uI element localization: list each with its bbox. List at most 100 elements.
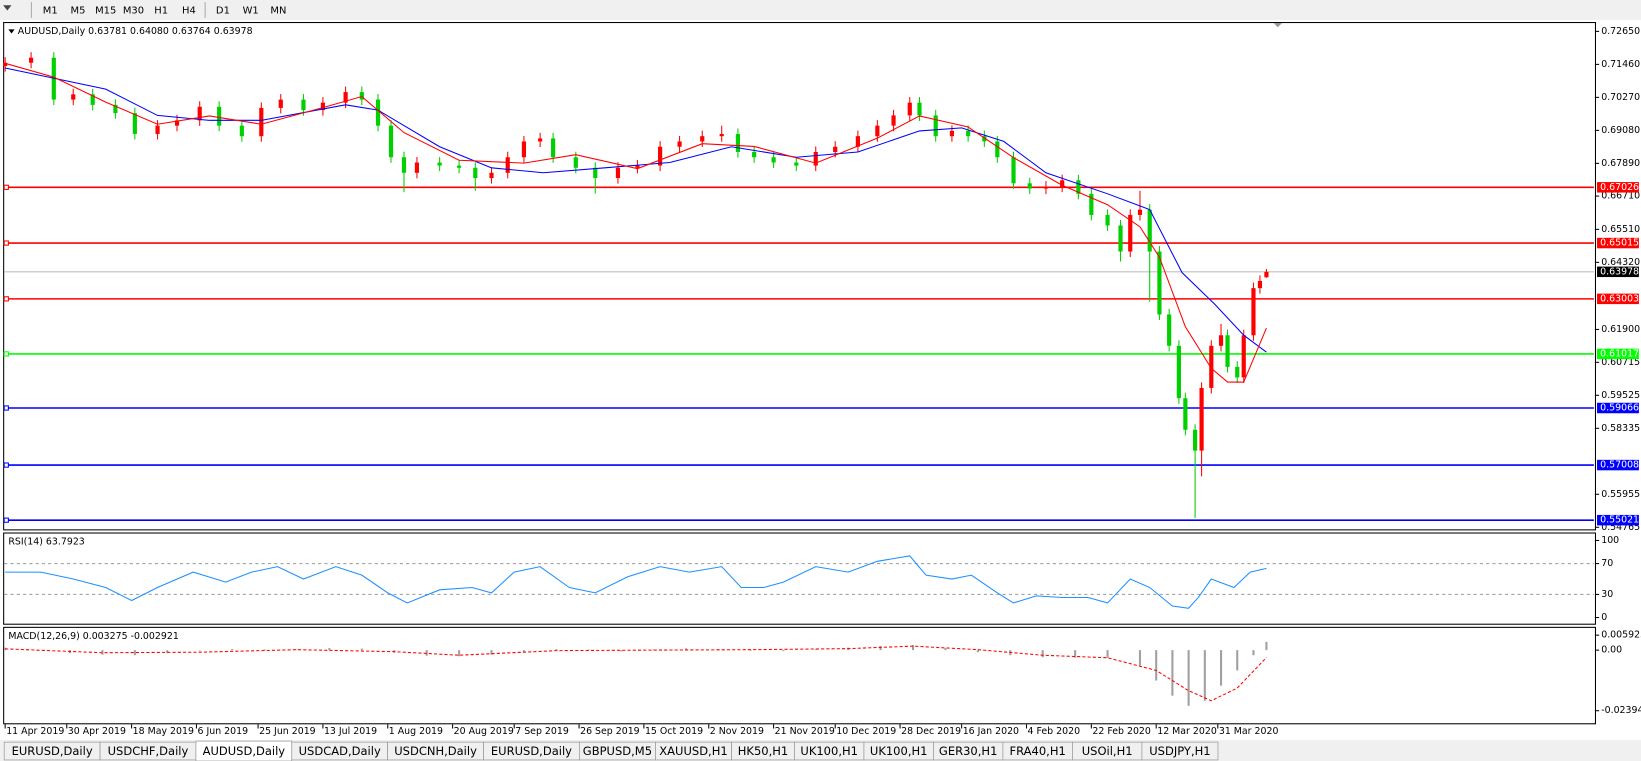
timeframe-button[interactable] [148,2,174,18]
candle-body [949,130,955,137]
candle-body [437,162,442,166]
tab-label[interactable]: GER30,H1 [939,744,997,758]
timeframe-label[interactable]: H1 [154,5,168,16]
level-label: 0.57008 [1600,460,1639,471]
timeframe-button[interactable] [120,2,146,18]
rsi-panel [3,532,1596,625]
tab-label[interactable]: AUDUSD,Daily [203,744,286,758]
candle-body [456,165,462,168]
timeframe-button[interactable] [238,2,264,18]
candle-body [719,133,724,137]
level-anchor [3,517,9,523]
candle-body [113,104,118,114]
tab-label[interactable]: USDCNH,Daily [394,744,477,758]
macd-bar [1219,650,1223,686]
tab-label[interactable]: EURUSD,Daily [12,744,93,758]
candle-body [1128,214,1133,252]
candle-body [1264,271,1269,278]
macd-bar [1236,650,1239,671]
candle-body [239,125,244,137]
level-anchor [3,351,9,357]
candle-body [1183,398,1188,430]
timeframe-button[interactable] [176,2,202,18]
candle-body [473,167,478,179]
macd-bar [1041,650,1044,658]
x-tick-label: 12 Mar 2020 [1157,726,1217,737]
tab-label[interactable]: HK50,H1 [738,744,788,758]
macd-bar [749,650,752,651]
macd-bar [1138,650,1142,666]
macd-bar [1187,650,1190,706]
timeframe-label[interactable]: D1 [216,5,230,16]
macd-bar [101,650,104,655]
level-anchor [3,296,9,302]
timeframe-button[interactable] [37,2,63,18]
timeframe-button[interactable] [265,2,291,18]
macd-bar [814,649,817,651]
tab-label[interactable]: USDCHF,Daily [108,744,189,758]
level-label: 0.55021 [1600,515,1639,526]
macd-bar [944,648,947,651]
candle-body [3,62,8,67]
tab-label[interactable]: UK100,H1 [800,744,858,758]
y-tick-label: 0.005923 [1601,630,1641,641]
candle-body [700,136,705,142]
tab-label[interactable]: USOil,H1 [1082,744,1133,758]
candle-body [538,138,543,142]
candle-body [29,57,34,63]
timeframe-button[interactable] [65,2,91,18]
candle-body [90,94,95,105]
candle-body [197,106,202,121]
timeframe-label[interactable]: H4 [182,5,196,16]
candle-body [551,138,556,158]
tab-label[interactable]: FRA40,H1 [1010,744,1066,758]
macd-bar [652,649,655,651]
x-tick-label: 2 Nov 2019 [710,726,764,737]
macd-bar [555,649,558,651]
y-tick-label: 70 [1601,558,1613,569]
timeframe-label[interactable]: M15 [95,5,116,16]
candle-body [891,115,896,126]
candle-body [615,167,621,179]
toolbar-icon [3,5,12,11]
tab-label[interactable]: UK100,H1 [870,744,928,758]
candle-body [217,106,222,126]
candle-body [593,167,598,179]
price-panel [3,22,1596,531]
tab-label[interactable]: GBPUSD,M5 [583,744,652,758]
last-price-label: 0.63978 [1600,266,1639,277]
macd-bar [328,648,331,651]
y-tick-label: 0.61900 [1601,324,1640,335]
tab-label[interactable]: USDCAD,Daily [299,744,381,758]
macd-bar [1074,650,1077,658]
level-anchor [3,462,9,468]
tab-label[interactable]: USDJPY,H1 [1149,744,1210,758]
panel-title: RSI(14) 63.7923 [8,536,84,547]
candle-body [259,107,264,137]
shift-marker [1273,23,1283,28]
timeframe-label[interactable]: W1 [243,5,259,16]
candle-body [1199,387,1204,451]
tab-label[interactable]: EURUSD,Daily [491,744,572,758]
candle-body [1218,335,1224,346]
candle-body [813,151,818,166]
candle-body [933,115,938,137]
timeframe-label[interactable]: M5 [71,5,86,16]
timeframe-label[interactable]: M1 [43,5,58,16]
tab-label[interactable]: XAUUSD,H1 [659,744,727,758]
timeframe-label[interactable]: M30 [123,5,144,16]
timeframe-button[interactable] [210,2,236,18]
macd-bar [620,650,623,652]
candle-body [301,99,306,111]
candle-body [174,120,180,126]
timeframe-label[interactable]: MN [270,5,286,16]
tab[interactable] [1141,741,1219,761]
macd-bar [685,648,688,651]
level-label: 0.65015 [1600,238,1639,249]
timeframe-button[interactable] [93,2,119,18]
candle-body [735,133,741,152]
macd-bar [782,650,785,652]
candle-body [966,130,971,137]
candle-body [1167,314,1172,346]
